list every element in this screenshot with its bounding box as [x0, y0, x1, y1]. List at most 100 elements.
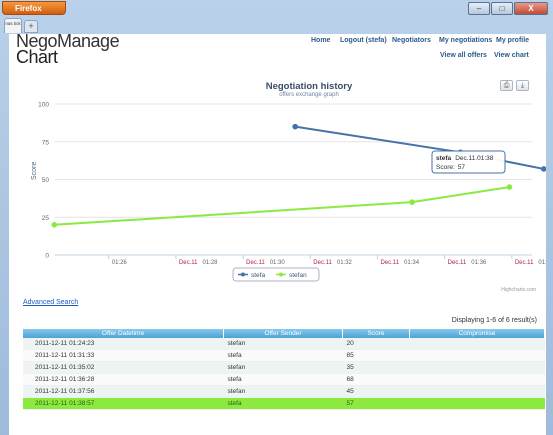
- col-offer-sender[interactable]: Offer Sender: [223, 329, 343, 338]
- col-score[interactable]: Score: [342, 329, 410, 338]
- y-tick-label-25: 25: [42, 215, 50, 222]
- cell-sender: stefa: [223, 397, 343, 410]
- table-row[interactable]: 2011-12-11 01:37:56 stefan 45: [23, 385, 545, 398]
- logo-line-1: NegoManage: [16, 34, 120, 51]
- x-tick-time-3: 01:32: [337, 260, 353, 266]
- chart-credits[interactable]: Highcharts.com: [501, 287, 536, 293]
- cell-compromise: [409, 349, 545, 362]
- cell-datetime: 2011-12-11 01:37:56: [23, 385, 224, 398]
- cell-score: 20: [342, 338, 410, 350]
- download-icon[interactable]: ⤓: [516, 80, 529, 91]
- tab-strip: nas tick +: [4, 18, 38, 34]
- cell-sender: stefan: [223, 385, 343, 398]
- chart-title: Negotiation history: [265, 81, 353, 92]
- data-point-stefa-0: [292, 123, 298, 130]
- advanced-search-link[interactable]: Advanced Search: [23, 299, 79, 306]
- x-tick-label-6: Dec.11 01:38: [515, 260, 546, 266]
- x-tick-time-2: 01:30: [270, 260, 286, 266]
- chart-legend[interactable]: stefa stefan: [232, 267, 320, 282]
- cell-score: 35: [342, 361, 410, 374]
- table-row[interactable]: 2011-12-11 01:31:33 stefa 85: [23, 349, 545, 362]
- cell-score: 57: [342, 397, 410, 410]
- nav-view-all-offers[interactable]: View all offers: [440, 52, 487, 59]
- legend-stefan[interactable]: stefan: [289, 272, 307, 279]
- tooltip-date: Dec.11.01:38: [455, 155, 494, 162]
- cell-datetime: 2011-12-11 01:24:23: [23, 338, 224, 350]
- y-axis-title: Score: [31, 162, 38, 180]
- nav-my-profile[interactable]: My profile: [496, 37, 530, 44]
- y-tick-label-50: 50: [42, 177, 50, 184]
- nav-view-chart[interactable]: View chart: [494, 52, 529, 59]
- legend-marker-stefa: [241, 272, 245, 277]
- cell-datetime: 2011-12-11 01:35:02: [23, 361, 224, 374]
- cell-compromise: [409, 397, 545, 410]
- table-row[interactable]: 2011-12-11 01:35:02 stefan 35: [23, 361, 545, 374]
- x-tick-time-4: 01:34: [404, 260, 420, 266]
- col-offer-datetime[interactable]: Offer Datetime: [23, 329, 224, 338]
- tooltip-line-1: stefa Dec.11.01:38: [436, 155, 494, 162]
- series-line-stefa: [295, 125, 544, 170]
- cell-datetime: 2011-12-11 01:38:57: [23, 397, 224, 410]
- x-tick-date-3: Dec.11: [313, 260, 332, 266]
- legend-stefa[interactable]: stefa: [251, 272, 265, 279]
- chart-series: [51, 123, 546, 228]
- x-tick-time-1: 01:28: [203, 260, 219, 266]
- x-tick-label-5: Dec.11 01:36: [448, 260, 487, 266]
- chart-tooltip: stefa Dec.11.01:38 Score: 57: [431, 150, 506, 174]
- data-point-stefan-2: [506, 184, 513, 190]
- new-tab-button[interactable]: +: [24, 20, 38, 33]
- x-tick-label-3: Dec.11 01:32: [313, 260, 352, 266]
- logo-line-2: Chart: [16, 47, 58, 67]
- site-logo[interactable]: NegoManage Chart: [16, 34, 120, 67]
- cell-sender: stefan: [223, 361, 343, 374]
- series-line-stefan: [54, 186, 510, 226]
- tooltip-line-2: Score: 57: [436, 164, 465, 171]
- cell-sender: stefa: [223, 349, 343, 362]
- minimize-button[interactable]: –: [468, 2, 490, 15]
- tooltip-score-label: Score:: [436, 164, 455, 171]
- x-tick-label-0: 01:26: [112, 260, 128, 266]
- table-row-selected[interactable]: 2011-12-11 01:38:57 stefa 57: [23, 397, 545, 410]
- x-tick-time-5: 01:36: [471, 260, 487, 266]
- y-tick-label-0: 0: [45, 253, 49, 260]
- x-tick-date-4: Dec.11: [380, 260, 399, 266]
- col-compromise[interactable]: Compromise: [409, 329, 545, 338]
- tooltip-series: stefa: [436, 155, 452, 162]
- nav-negotiators[interactable]: Negotiators: [392, 37, 431, 44]
- x-tick-date-6: Dec.11: [515, 260, 534, 266]
- window-controls: – □ X: [468, 2, 548, 15]
- firefox-menu-button[interactable]: Firefox: [2, 1, 66, 15]
- cell-datetime: 2011-12-11 01:31:33: [23, 349, 224, 362]
- x-tick-label-4: Dec.11 01:34: [380, 260, 419, 266]
- table-row[interactable]: 2011-12-11 01:36:28 stefa 68: [23, 373, 545, 386]
- cell-score: 45: [342, 385, 410, 398]
- cell-compromise: [409, 338, 545, 350]
- x-tick-label-2: Dec.11 01:30: [246, 260, 285, 266]
- cell-datetime: 2011-12-11 01:36:28: [23, 373, 224, 386]
- nav-home[interactable]: Home: [311, 37, 331, 44]
- cell-compromise: [409, 385, 545, 398]
- tooltip-score: 57: [458, 164, 466, 171]
- x-tick-date-1: Dec.11: [179, 260, 198, 266]
- maximize-button[interactable]: □: [491, 2, 513, 15]
- x-tick-time-6: 01:38: [538, 260, 546, 266]
- browser-tab[interactable]: nas tick: [4, 18, 22, 33]
- data-point-stefan-0: [51, 222, 58, 228]
- offers-table: Offer Datetime Offer Sender Score Compro…: [23, 329, 545, 410]
- table-row[interactable]: 2011-12-11 01:24:23 stefan 20: [23, 338, 545, 350]
- x-tick-time-0: 01:26: [112, 260, 128, 266]
- results-summary: Displaying 1-6 of 6 result(s): [451, 317, 537, 324]
- nav-my-negotiations[interactable]: My negotiations: [439, 37, 493, 44]
- nav-logout[interactable]: Logout (stefa): [340, 37, 387, 44]
- cell-sender: stefa: [223, 373, 343, 386]
- x-tick-date-5: Dec.11: [448, 260, 467, 266]
- cell-score: 85: [342, 349, 410, 362]
- close-button[interactable]: X: [514, 2, 548, 15]
- printer-icon[interactable]: ⎙: [500, 80, 513, 91]
- cell-sender: stefan: [223, 338, 343, 350]
- x-tick-date-2: Dec.11: [246, 260, 265, 266]
- data-point-stefan-1: [409, 199, 415, 205]
